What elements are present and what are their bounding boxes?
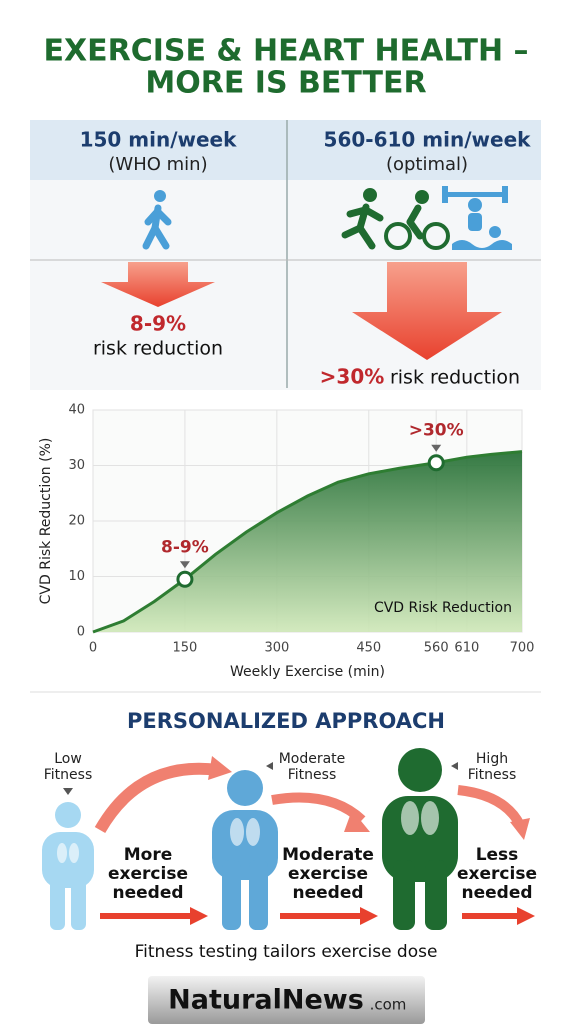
annotation-pointer [179,561,190,569]
annotation-point [176,570,194,588]
figure-moderate [212,770,278,930]
exercise-need: needed [292,883,363,903]
result-text: risk reduction [390,367,520,389]
straight-arrow [100,907,208,925]
brand: NaturalNews [168,985,364,1016]
figure-high [382,748,458,930]
y-tick-label: 10 [68,569,85,584]
exercise-need: exercise [457,864,537,884]
result-text: risk reduction [93,338,223,360]
x-tick-label: 610 [454,641,479,656]
figure-low [42,802,94,930]
x-tick-label: 300 [264,641,289,656]
y-tick-label: 20 [68,514,85,529]
brand-domain: .com [370,996,407,1014]
arrow-head [208,756,232,780]
dose: 150 min/week [80,128,238,152]
exercise-need: More [124,845,173,865]
annotation-point [427,454,445,472]
annotation-pointer [431,444,442,452]
chart: 0 10 20 30 40 0 150 300 450 560 610 700 Weekly Exerc… [38,403,534,681]
fitness-label: High [476,751,508,767]
caption: Fitness testing tailors exercise dose [135,942,438,962]
arrow-head [510,818,530,840]
exercise-need: exercise [108,864,188,884]
fitness-label: Fitness [288,767,337,783]
x-tick-label: 150 [173,641,198,656]
title: EXERCISE & HEART HEALTH – [43,34,528,69]
walk-icon [142,190,172,250]
levels: LowFitnessMoreexerciseneededModerateFitn… [44,751,537,903]
y-tick-label: 40 [68,403,85,418]
exercise-need: Moderate [282,845,374,865]
exercise-need: needed [461,883,532,903]
straight-arrow [462,907,535,925]
logo-box [148,976,425,1024]
result: >30% [320,365,385,389]
down-arrow [101,262,215,307]
arrow-head [344,810,370,832]
straight-arrow [280,907,378,925]
dose: 560-610 min/week [324,128,532,152]
exercise-need: needed [112,883,183,903]
fitness-label: Fitness [468,767,517,783]
x-axis-label: Weekly Exercise (min) [230,664,385,680]
section-title: PERSONALIZED APPROACH [127,709,445,733]
annotation-label: 8-9% [161,537,209,557]
annotation-label: >30% [409,421,464,441]
fitness-label: Moderate [279,751,346,767]
x-tick-label: 450 [356,641,381,656]
line [92,450,523,634]
series-label: CVD Risk Reduction [374,600,512,616]
result: 8-9% [130,312,186,336]
fitness-label: Fitness [44,767,93,783]
lungs [57,801,439,863]
x-tick-label: 0 [89,641,97,656]
dose-note: (WHO min) [108,154,207,175]
exercise-need: Less [476,845,519,865]
y-tick-label: 0 [77,625,85,640]
x-tick-label: 560 [424,641,449,656]
y-axis-label: CVD Risk Reduction (%) [38,438,54,605]
title: MORE IS BETTER [145,66,426,101]
down-arrow [352,262,502,360]
area [93,451,522,632]
fitness-label: Low [54,751,82,767]
dose-note: (optimal) [386,154,468,175]
lift-swim-icon [442,186,512,250]
curve-arrow [94,762,219,834]
panel-header [30,120,541,180]
y-tick-label: 30 [68,458,85,473]
exercise-need: exercise [288,864,368,884]
run-bike-icon [341,188,450,250]
x-tick-label: 700 [510,641,535,656]
curve-arrow [457,785,525,828]
